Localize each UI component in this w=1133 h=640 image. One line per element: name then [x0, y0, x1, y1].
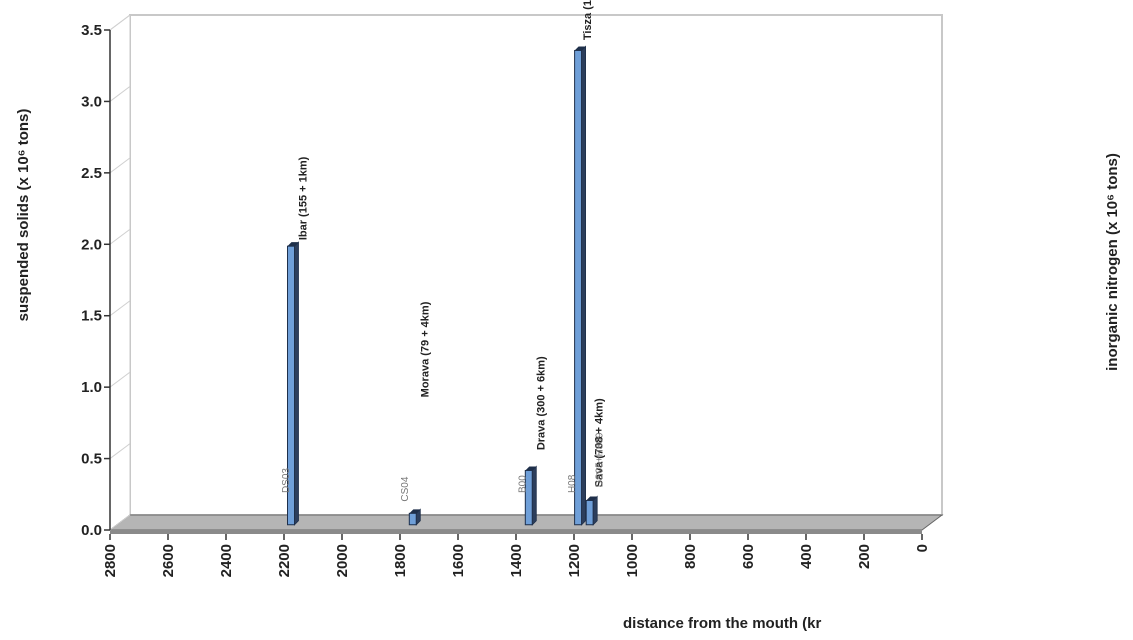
- plot-side-wall: [109, 14, 131, 531]
- bar: [574, 45, 586, 526]
- bar-front: [574, 49, 583, 526]
- bar-side: [592, 495, 598, 526]
- y-gridline: [109, 514, 131, 531]
- annotations: Ibar (155 + 1km) Morava (79 + 4km) Drava (…: [281, 0, 605, 502]
- bar: [524, 465, 537, 526]
- axes: 0.0 0.5 1.0 1.5 2.0 2.5 3.0 3.5 2800 2600 2400 2200…: [81, 22, 931, 577]
- y-gridline: [109, 228, 131, 245]
- bar-top: [525, 466, 537, 471]
- annotation-label: Morava (79 + 4km): [419, 301, 431, 397]
- x-tick-label: 1200: [566, 544, 583, 577]
- x-tick-label: 400: [798, 544, 815, 569]
- y-gridline: [109, 371, 131, 388]
- x-tick-label: 1400: [508, 544, 525, 577]
- x-tick-label: 2600: [160, 544, 177, 577]
- y-tick-label: 2.5: [81, 165, 102, 182]
- y-gridline: [109, 443, 131, 459]
- bar: [287, 241, 299, 526]
- x-tick-label: 200: [856, 544, 873, 569]
- x-tick-label: 2200: [276, 544, 293, 577]
- x-tick-label: 1000: [624, 544, 641, 577]
- y-gridline: [109, 14, 131, 31]
- bar-front: [585, 499, 594, 526]
- y-tick-label: 1.5: [81, 308, 102, 325]
- x-tick-label: 2800: [102, 544, 119, 577]
- y-tick-label: 3.5: [81, 22, 102, 39]
- annotation-label: B00: [518, 475, 529, 493]
- y-gridlines: [109, 14, 131, 531]
- annotation-label: CS04: [400, 476, 411, 501]
- annotation-label: Tisza (160 - 1km): [582, 0, 594, 40]
- y-gridline: [109, 300, 131, 317]
- bar-top: [287, 242, 299, 247]
- annotation-label: Drava (300 + 6km): [535, 356, 547, 450]
- annotation-label: H08: [567, 474, 578, 493]
- plot-frame: [108, 14, 944, 534]
- y-axis-label: suspended solids (x 10⁶ tons): [15, 109, 32, 322]
- bar-top: [574, 46, 586, 51]
- secondary-y-axis-label: inorganic nitrogen (x 10⁶ tons): [1104, 153, 1121, 371]
- bar-side: [581, 45, 586, 526]
- x-tick-label: 2400: [218, 544, 235, 577]
- x-tick-label: 0: [914, 544, 931, 552]
- annotation-label: DS03: [281, 468, 292, 493]
- y-tick-label: 3.0: [81, 93, 102, 110]
- bars: [287, 45, 598, 526]
- annotation-label: Ibar (155 + 1km): [298, 156, 310, 240]
- annotation-label: DS05+H809: [594, 432, 605, 487]
- x-tick-label: 2000: [334, 544, 351, 577]
- bar: [585, 495, 598, 526]
- plot-floor-edge: [110, 530, 922, 534]
- x-axis-label: distance from the mouth (kr: [623, 615, 822, 632]
- x-tick-label: 600: [740, 544, 757, 569]
- y-gridline: [109, 86, 131, 102]
- y-tick-label: 2.0: [81, 236, 102, 253]
- bar: [408, 508, 421, 526]
- x-tick-label: 1600: [450, 544, 467, 577]
- y-tick-label: 1.0: [81, 379, 102, 396]
- bar-side: [531, 465, 537, 526]
- x-tick-label: 800: [682, 544, 699, 569]
- bar-side: [294, 241, 299, 526]
- bar-front: [408, 512, 417, 526]
- annotation-label: Sava (708 + 4km): [593, 398, 605, 487]
- bar-top: [586, 496, 598, 501]
- y-tick-label: 0.5: [81, 451, 102, 468]
- bar-top: [409, 509, 421, 514]
- y-tick-label: 0.0: [81, 522, 102, 539]
- x-tick-label: 1800: [392, 544, 409, 577]
- plot-back-wall: [129, 14, 943, 516]
- y-gridline: [109, 157, 131, 174]
